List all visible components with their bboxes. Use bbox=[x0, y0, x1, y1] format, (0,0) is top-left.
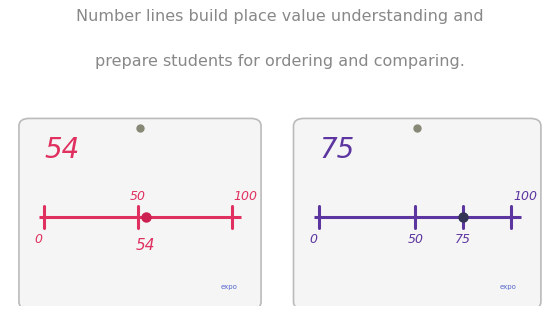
Text: expo: expo bbox=[221, 284, 237, 290]
Text: 54: 54 bbox=[136, 238, 155, 253]
Text: 75: 75 bbox=[319, 136, 354, 164]
Text: 54: 54 bbox=[44, 136, 80, 164]
Text: 0: 0 bbox=[310, 233, 318, 246]
Text: 50: 50 bbox=[130, 190, 146, 203]
Text: 75: 75 bbox=[455, 233, 471, 246]
Text: 0: 0 bbox=[34, 233, 43, 246]
FancyBboxPatch shape bbox=[293, 118, 541, 309]
Text: 100: 100 bbox=[234, 190, 258, 203]
Text: 100: 100 bbox=[513, 190, 537, 203]
FancyBboxPatch shape bbox=[19, 118, 261, 309]
Text: Number lines build place value understanding and: Number lines build place value understan… bbox=[76, 9, 484, 25]
Text: prepare students for ordering and comparing.: prepare students for ordering and compar… bbox=[95, 54, 465, 69]
Text: 50: 50 bbox=[407, 233, 423, 246]
Text: expo: expo bbox=[500, 284, 517, 290]
